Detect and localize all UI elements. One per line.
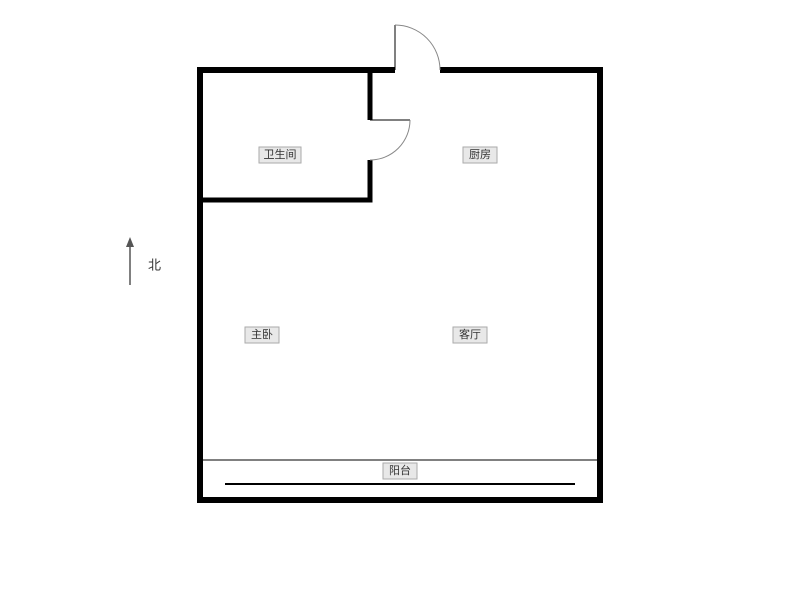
compass-label: 北 (148, 258, 161, 273)
room-label-text-bathroom: 卫生间 (264, 147, 297, 161)
floor-plan: 北 卫生间 厨房主卧 客厅阳台 (0, 0, 800, 600)
room-label-text-kitchen: 厨房 (469, 148, 491, 161)
room-label-text-balcony: 阳台 (389, 463, 411, 477)
room-label-text-master: 主卧 (251, 328, 273, 341)
room-label-text-living: 客厅 (459, 327, 481, 341)
